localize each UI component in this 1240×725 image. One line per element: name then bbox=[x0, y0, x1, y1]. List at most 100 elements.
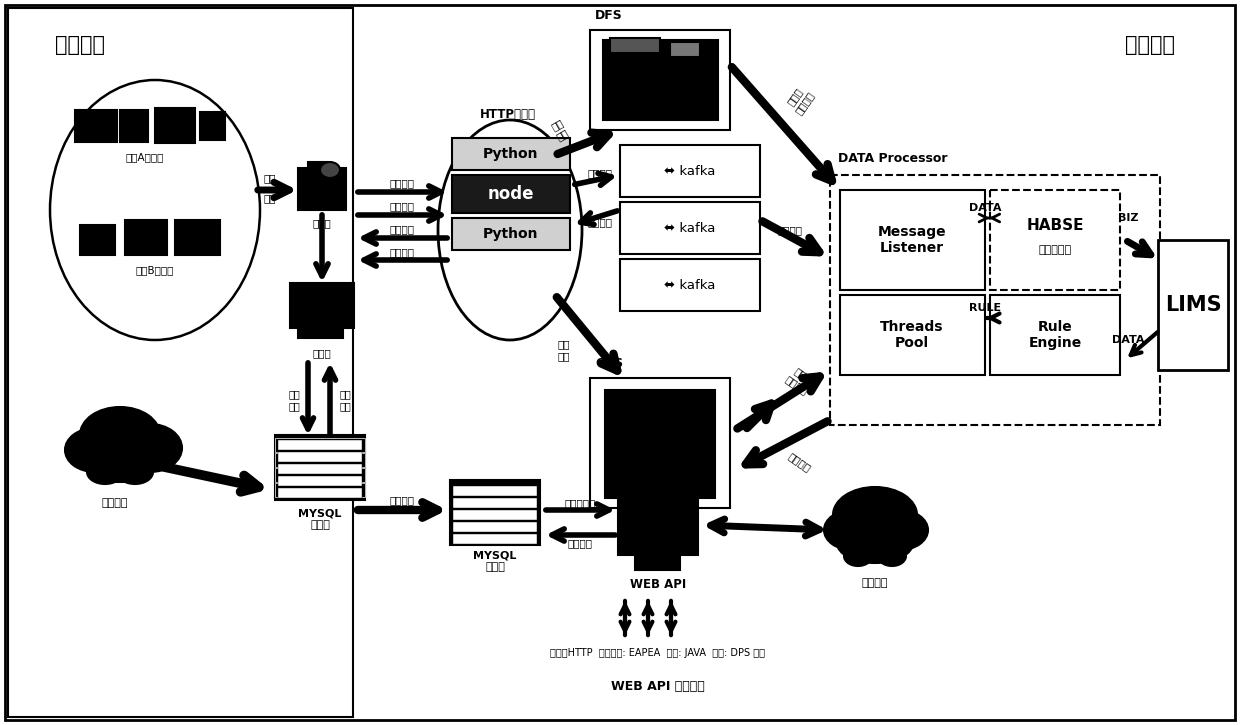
Bar bbox=[120, 110, 148, 142]
Bar bbox=[278, 488, 362, 498]
Text: DATA: DATA bbox=[1112, 335, 1145, 345]
Text: 日志
获取: 日志 获取 bbox=[339, 389, 351, 411]
Text: 数据和
配置文件: 数据和 配置文件 bbox=[784, 364, 816, 396]
Text: 数据信息: 数据信息 bbox=[777, 225, 802, 235]
Bar bbox=[200, 112, 224, 140]
Text: 服务平台: 服务平台 bbox=[1125, 35, 1176, 55]
Text: node: node bbox=[487, 185, 534, 203]
Bar bbox=[298, 168, 346, 210]
Bar bbox=[275, 453, 365, 467]
Text: DFS: DFS bbox=[595, 9, 622, 22]
Text: 前置机HTTP  状态信息: EAPEA  性能: JAVA  进程: DPS 状态: 前置机HTTP 状态信息: EAPEA 性能: JAVA 进程: DPS 状态 bbox=[551, 648, 765, 658]
Bar bbox=[278, 452, 362, 462]
Bar bbox=[453, 218, 570, 250]
Text: 系统设置: 系统设置 bbox=[389, 247, 414, 257]
Bar bbox=[453, 522, 537, 532]
Bar bbox=[125, 220, 167, 255]
Bar bbox=[275, 483, 365, 497]
Text: ⬌ kafka: ⬌ kafka bbox=[665, 278, 715, 291]
Bar bbox=[990, 295, 1120, 375]
Bar bbox=[74, 110, 117, 142]
Ellipse shape bbox=[50, 80, 260, 340]
Ellipse shape bbox=[837, 523, 913, 563]
Bar bbox=[81, 225, 115, 255]
Text: 结果数据: 结果数据 bbox=[389, 224, 414, 234]
Text: 服务器: 服务器 bbox=[310, 520, 330, 530]
Bar bbox=[453, 175, 570, 213]
Bar bbox=[275, 468, 365, 482]
Bar bbox=[590, 30, 730, 130]
Bar bbox=[453, 510, 537, 520]
Text: WEB API 监控中心: WEB API 监控中心 bbox=[611, 680, 704, 693]
Text: Rule
Engine: Rule Engine bbox=[1028, 320, 1081, 350]
Bar bbox=[620, 145, 760, 197]
Ellipse shape bbox=[438, 120, 582, 340]
Bar bbox=[839, 295, 985, 375]
Text: 数据和
配置文件: 数据和 配置文件 bbox=[784, 83, 816, 117]
Bar bbox=[618, 490, 698, 555]
Text: Python: Python bbox=[484, 227, 538, 241]
Ellipse shape bbox=[825, 510, 880, 550]
Text: ⬌ kafka: ⬌ kafka bbox=[665, 165, 715, 178]
Bar bbox=[453, 534, 537, 544]
Bar bbox=[620, 202, 760, 254]
Text: Threads
Pool: Threads Pool bbox=[880, 320, 944, 350]
Bar bbox=[290, 283, 353, 328]
Bar bbox=[453, 138, 570, 170]
Text: 数据: 数据 bbox=[264, 173, 277, 183]
Bar bbox=[605, 390, 715, 498]
Ellipse shape bbox=[872, 510, 928, 550]
Bar bbox=[990, 190, 1120, 290]
Text: 实验人员: 实验人员 bbox=[102, 498, 128, 508]
Text: 文件: 文件 bbox=[264, 193, 277, 203]
Text: 数据文件: 数据文件 bbox=[389, 178, 414, 188]
Text: 解析规则: 解析规则 bbox=[568, 538, 593, 548]
Text: HABSE: HABSE bbox=[1027, 218, 1084, 233]
Text: DATA: DATA bbox=[968, 203, 1001, 213]
Bar bbox=[590, 378, 730, 508]
Bar bbox=[670, 42, 701, 57]
Ellipse shape bbox=[64, 428, 125, 472]
Ellipse shape bbox=[118, 424, 182, 472]
Text: WEB API: WEB API bbox=[630, 578, 686, 591]
Ellipse shape bbox=[878, 546, 906, 566]
Bar bbox=[635, 555, 680, 570]
Bar bbox=[450, 480, 539, 545]
Ellipse shape bbox=[844, 546, 872, 566]
Text: 状态信息: 状态信息 bbox=[389, 201, 414, 211]
Bar bbox=[275, 435, 365, 500]
Bar bbox=[278, 440, 362, 450]
Text: 数据
文件: 数据 文件 bbox=[558, 339, 570, 361]
Ellipse shape bbox=[117, 460, 153, 484]
Text: 结果数据: 结果数据 bbox=[588, 217, 613, 227]
Bar bbox=[1158, 240, 1228, 370]
Text: BIZ: BIZ bbox=[1117, 213, 1138, 223]
Text: 数据
文件: 数据 文件 bbox=[549, 117, 570, 143]
Ellipse shape bbox=[82, 438, 157, 482]
Text: LIMS: LIMS bbox=[1164, 295, 1221, 315]
Bar bbox=[308, 162, 329, 170]
Ellipse shape bbox=[87, 460, 123, 484]
Bar bbox=[830, 175, 1159, 425]
Text: 服务器: 服务器 bbox=[485, 562, 505, 572]
Bar bbox=[453, 486, 537, 496]
Text: HTTP服务群: HTTP服务群 bbox=[480, 108, 536, 121]
Ellipse shape bbox=[81, 407, 160, 463]
Text: 检测机构: 检测机构 bbox=[55, 35, 105, 55]
Text: 分布式存储: 分布式存储 bbox=[1038, 245, 1071, 255]
Text: 运营人员: 运营人员 bbox=[862, 578, 888, 588]
Ellipse shape bbox=[320, 162, 340, 178]
Text: Message
Listener: Message Listener bbox=[878, 225, 946, 255]
Text: 仪器B工作站: 仪器B工作站 bbox=[136, 265, 174, 275]
Text: 数据、日志: 数据、日志 bbox=[564, 498, 595, 508]
Text: RULE: RULE bbox=[968, 303, 1001, 313]
Text: 解析规则: 解析规则 bbox=[787, 451, 813, 473]
Bar bbox=[278, 464, 362, 474]
Bar bbox=[278, 476, 362, 486]
Text: MYSQL: MYSQL bbox=[299, 508, 342, 518]
Bar bbox=[839, 190, 985, 290]
Text: 仪器
查询: 仪器 查询 bbox=[288, 389, 300, 411]
Text: MYSQL: MYSQL bbox=[474, 551, 517, 561]
Text: 前置机: 前置机 bbox=[312, 218, 331, 228]
Text: 仪器A工作站: 仪器A工作站 bbox=[125, 152, 164, 162]
